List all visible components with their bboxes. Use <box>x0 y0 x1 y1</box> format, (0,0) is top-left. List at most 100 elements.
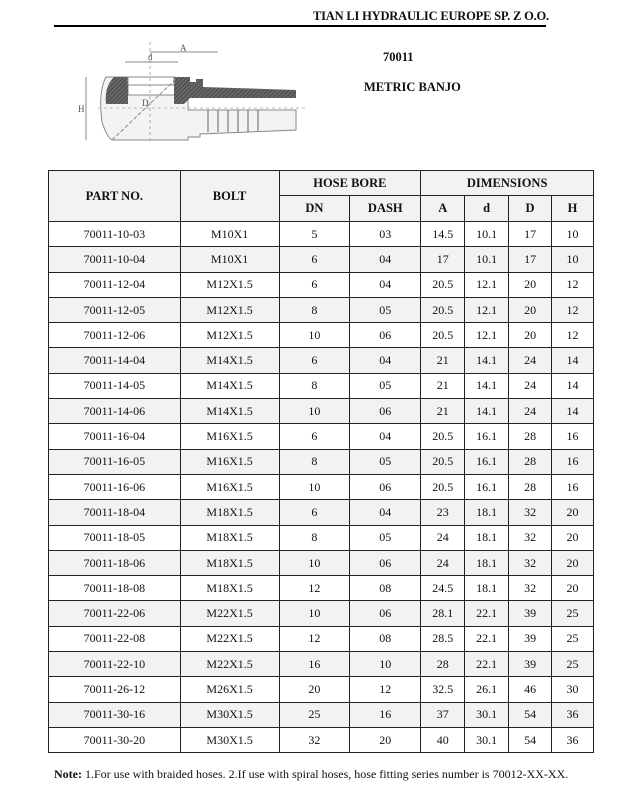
table-row: 70011-18-05 M18X1.5 8 05 24 18.1 32 20 <box>48 524 594 551</box>
cell-bolt: M16X1.5 <box>179 473 280 501</box>
header-bolt: BOLT <box>179 170 280 222</box>
table-row: 70011-30-20 M30X1.5 32 20 40 30.1 54 36 <box>48 726 594 754</box>
cell-dash: 06 <box>349 549 422 577</box>
cell-dim-d-small: 10.1 <box>464 246 510 273</box>
cell-dash: 03 <box>349 220 422 248</box>
cell-bolt: M16X1.5 <box>179 423 280 450</box>
cell-dim-h: 12 <box>551 322 594 349</box>
table-row: 70011-14-04 M14X1.5 6 04 21 14.1 24 14 <box>48 347 594 374</box>
cell-part-no: 70011-14-05 <box>48 372 181 400</box>
cell-part-no: 70011-18-08 <box>48 575 181 602</box>
cell-bolt: M30X1.5 <box>179 726 280 754</box>
cell-dim-d-small: 22.1 <box>464 600 510 627</box>
cell-dn: 8 <box>278 448 351 475</box>
cell-dim-d-large: 32 <box>508 524 553 551</box>
cell-dim-d-large: 24 <box>508 398 553 425</box>
table-row: 70011-12-04 M12X1.5 6 04 20.5 12.1 20 12 <box>48 271 594 298</box>
table-row: 70011-22-06 M22X1.5 10 06 28.1 22.1 39 25 <box>48 600 594 627</box>
table-row: 70011-18-06 M18X1.5 10 06 24 18.1 32 20 <box>48 549 594 577</box>
cell-dim-d-large: 32 <box>508 575 553 602</box>
cell-part-no: 70011-16-05 <box>48 448 181 475</box>
cell-bolt: M12X1.5 <box>179 271 280 298</box>
cell-dn: 16 <box>278 651 351 678</box>
cell-bolt: M14X1.5 <box>179 347 280 374</box>
cell-dim-h: 14 <box>551 372 594 400</box>
cell-dim-d-small: 14.1 <box>464 398 510 425</box>
table-row: 70011-18-08 M18X1.5 12 08 24.5 18.1 32 20 <box>48 575 594 602</box>
cell-dim-a: 23 <box>420 499 466 526</box>
cell-dn: 25 <box>278 701 351 728</box>
cell-dash: 04 <box>349 423 422 450</box>
cell-dim-d-small: 16.1 <box>464 473 510 501</box>
cell-bolt: M14X1.5 <box>179 398 280 425</box>
cell-dash: 05 <box>349 372 422 400</box>
cell-dim-h: 36 <box>551 701 594 728</box>
cell-dim-d-small: 18.1 <box>464 549 510 577</box>
cell-part-no: 70011-16-06 <box>48 473 181 501</box>
cell-dim-a: 28 <box>420 651 466 678</box>
cell-bolt: M10X1 <box>179 220 280 248</box>
cell-dim-a: 14.5 <box>420 220 466 248</box>
cell-dim-d-small: 16.1 <box>464 423 510 450</box>
cell-dash: 06 <box>349 600 422 627</box>
cell-bolt: M18X1.5 <box>179 499 280 526</box>
cell-dim-d-large: 28 <box>508 473 553 501</box>
header-a: A <box>420 195 466 222</box>
cell-dim-a: 21 <box>420 347 466 374</box>
cell-dim-d-large: 32 <box>508 499 553 526</box>
table-row: 70011-16-06 M16X1.5 10 06 20.5 16.1 28 16 <box>48 473 594 501</box>
cell-part-no: 70011-12-06 <box>48 322 181 349</box>
cell-dim-a: 20.5 <box>420 322 466 349</box>
cell-dim-h: 10 <box>551 220 594 248</box>
cell-part-no: 70011-30-20 <box>48 726 181 754</box>
cell-bolt: M18X1.5 <box>179 524 280 551</box>
table-row: 70011-14-06 M14X1.5 10 06 21 14.1 24 14 <box>48 398 594 425</box>
cell-dim-h: 30 <box>551 676 594 703</box>
cell-dim-d-large: 20 <box>508 322 553 349</box>
cell-part-no: 70011-14-06 <box>48 398 181 425</box>
cell-dim-d-small: 18.1 <box>464 524 510 551</box>
cell-dash: 06 <box>349 322 422 349</box>
cell-dim-d-small: 30.1 <box>464 701 510 728</box>
note-label: Note: <box>54 767 82 781</box>
cell-dim-h: 20 <box>551 524 594 551</box>
cell-dim-h: 12 <box>551 271 594 298</box>
cell-dim-h: 12 <box>551 296 594 324</box>
cell-dash: 05 <box>349 448 422 475</box>
header-dimensions: DIMENSIONS <box>420 170 594 196</box>
cell-dim-d-large: 24 <box>508 372 553 400</box>
cell-part-no: 70011-10-03 <box>48 220 181 248</box>
table-row: 70011-30-16 M30X1.5 25 16 37 30.1 54 36 <box>48 701 594 728</box>
cell-dn: 5 <box>278 220 351 248</box>
cell-bolt: M22X1.5 <box>179 651 280 678</box>
dimension-label-D: D <box>142 98 149 108</box>
cell-dn: 10 <box>278 600 351 627</box>
cell-dn: 12 <box>278 625 351 653</box>
table-row: 70011-10-04 M10X1 6 04 17 10.1 17 10 <box>48 246 594 273</box>
cell-dim-d-large: 17 <box>508 246 553 273</box>
cell-dash: 05 <box>349 524 422 551</box>
cell-dim-d-small: 22.1 <box>464 625 510 653</box>
cell-bolt: M12X1.5 <box>179 322 280 349</box>
dimension-label-h: H <box>78 104 85 114</box>
cell-dim-d-large: 20 <box>508 296 553 324</box>
cell-dim-d-small: 10.1 <box>464 220 510 248</box>
cell-dim-h: 25 <box>551 600 594 627</box>
cell-dn: 32 <box>278 726 351 754</box>
company-name: TIAN LI HYDRAULIC EUROPE SP. Z O.O. <box>313 9 549 23</box>
cell-dash: 04 <box>349 347 422 374</box>
cell-dn: 20 <box>278 676 351 703</box>
cell-dash: 04 <box>349 499 422 526</box>
cell-part-no: 70011-26-12 <box>48 676 181 703</box>
cell-dim-h: 14 <box>551 347 594 374</box>
cell-dim-d-small: 14.1 <box>464 372 510 400</box>
cell-bolt: M26X1.5 <box>179 676 280 703</box>
header-d-large: D <box>508 195 553 222</box>
header-hose-bore: HOSE BORE <box>278 170 422 196</box>
cell-dim-d-large: 17 <box>508 220 553 248</box>
table-row: 70011-16-05 M16X1.5 8 05 20.5 16.1 28 16 <box>48 448 594 475</box>
cell-dim-d-large: 46 <box>508 676 553 703</box>
cell-dash: 08 <box>349 575 422 602</box>
cell-dim-d-small: 26.1 <box>464 676 510 703</box>
cell-dash: 04 <box>349 271 422 298</box>
